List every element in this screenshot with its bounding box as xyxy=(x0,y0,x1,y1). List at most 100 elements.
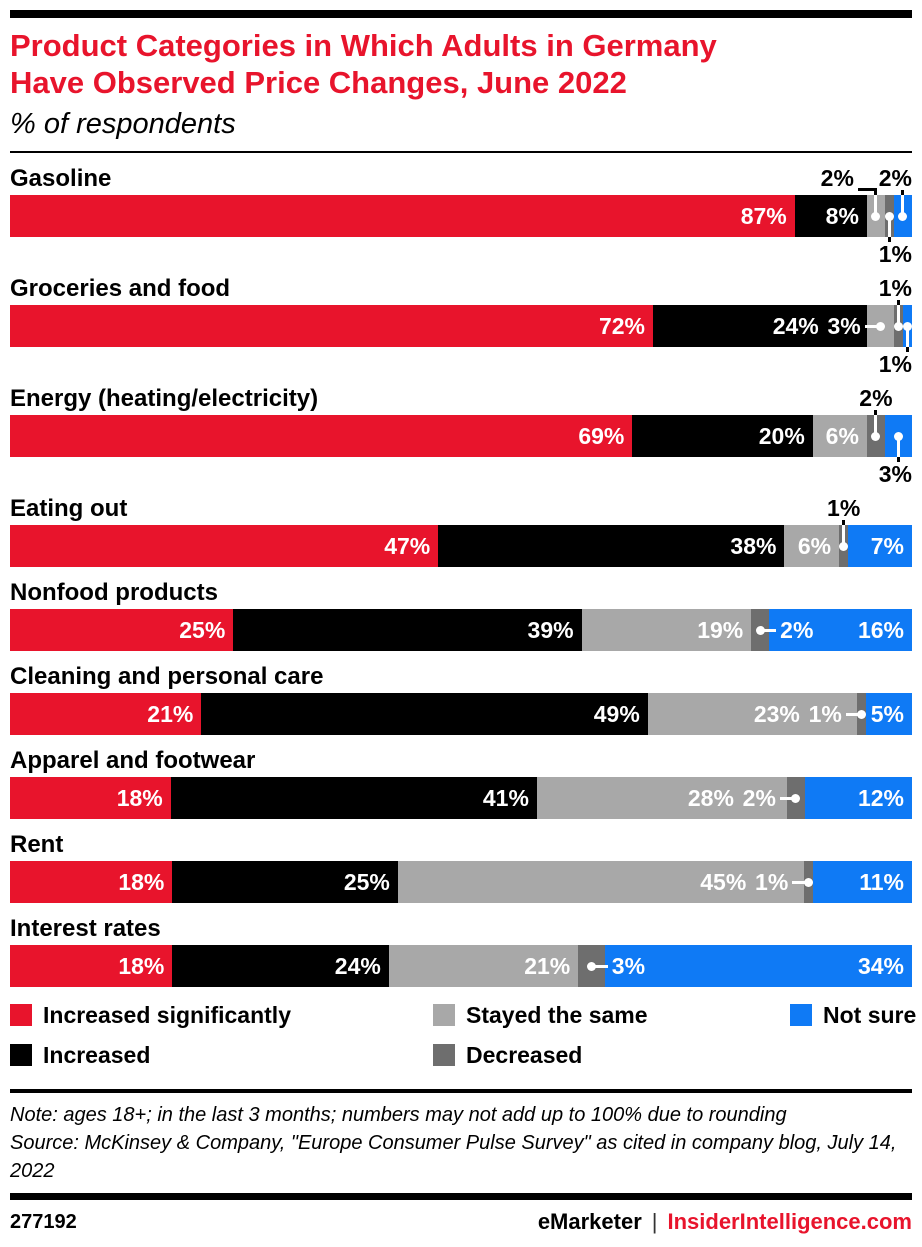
bar-segment-increased xyxy=(172,861,398,903)
chart-row: Interest rates 18% 24% 21% 3% 34% xyxy=(10,915,912,987)
value-label: 25% xyxy=(179,617,226,643)
value-label: 12% xyxy=(857,785,904,811)
value-label: 28% xyxy=(687,785,734,811)
callout-line xyxy=(874,410,878,415)
legend-item-increased: Increased xyxy=(10,1043,150,1067)
callout-line xyxy=(779,796,796,800)
category-label: Cleaning and personal care xyxy=(10,663,324,690)
legend-swatch xyxy=(10,1004,32,1026)
value-label: 2% xyxy=(742,785,776,811)
callout-line xyxy=(842,525,846,546)
brand-separator: | xyxy=(651,1209,658,1234)
legend-item-stayed-the-same: Stayed the same xyxy=(433,1003,648,1027)
chart-row: Nonfood products 25% 39% 19% 2% 16% xyxy=(10,579,912,651)
category-label: Groceries and food xyxy=(10,275,231,302)
footer-rule xyxy=(10,1193,912,1200)
top-rule xyxy=(10,10,912,18)
value-label: 38% xyxy=(730,533,777,559)
category-label: Rent xyxy=(10,831,64,858)
callout-line xyxy=(845,712,862,716)
callout-line xyxy=(897,305,901,326)
value-label: 41% xyxy=(482,785,529,811)
value-label: 3% xyxy=(611,953,646,979)
callout-line xyxy=(874,415,878,436)
callout-line xyxy=(901,195,905,216)
value-label: 6% xyxy=(797,533,832,559)
value-label: 21% xyxy=(524,953,571,979)
legend-swatch xyxy=(10,1044,32,1066)
bar-segment-increased-significantly xyxy=(10,777,171,819)
notes: Note: ages 18+; in the last 3 months; nu… xyxy=(10,1101,912,1185)
bar-segment-increased-significantly xyxy=(10,305,653,347)
chart-row: Rent 18% 25% 45% 1% 11% xyxy=(10,831,912,903)
callout-line xyxy=(874,188,878,195)
value-label: 34% xyxy=(857,953,904,979)
bar-segment-stayed-the-same xyxy=(581,609,752,651)
callout-label: 1% xyxy=(827,495,861,521)
bar-segment-increased xyxy=(794,195,867,237)
callout-line xyxy=(874,195,878,216)
callout-line xyxy=(897,300,901,305)
bar-segment-increased xyxy=(170,777,537,819)
bar-segment-increased xyxy=(632,415,813,457)
value-label: 19% xyxy=(697,617,744,643)
legend-label: Decreased xyxy=(466,1042,583,1068)
value-label: 5% xyxy=(870,701,904,727)
callout-dot xyxy=(755,625,765,635)
legend-item-not-sure: Not sure xyxy=(790,1003,916,1027)
bar-segment-not-sure xyxy=(866,693,912,735)
brand-emarketer: eMarketer xyxy=(537,1209,642,1234)
callout-line xyxy=(591,964,608,968)
legend-swatch xyxy=(433,1044,455,1066)
page-subtitle: % of respondents xyxy=(10,108,236,140)
value-label: 18% xyxy=(118,869,165,895)
value-label: 72% xyxy=(598,313,646,339)
callout-label: 3% xyxy=(878,461,912,487)
callout-line xyxy=(792,880,809,884)
category-label: Gasoline xyxy=(10,165,112,192)
bar-segment-stayed-the-same xyxy=(388,945,579,987)
bar-segment-increased xyxy=(233,609,582,651)
chart-row: Gasoline 87% 8% 2% 1% 2% xyxy=(10,165,912,269)
callout-label: 1% xyxy=(878,241,912,267)
callout-dot xyxy=(587,961,597,971)
page-title: Product Categories in Which Adults in Ge… xyxy=(10,27,912,101)
bar-segment-increased-significantly xyxy=(10,945,173,987)
value-label: 1% xyxy=(755,869,789,895)
value-label: 69% xyxy=(578,423,625,449)
bar-segment-increased xyxy=(653,305,868,347)
callout-label: 1% xyxy=(878,351,912,377)
value-label: 8% xyxy=(825,203,859,229)
value-label: 1% xyxy=(808,701,842,727)
footer: 277192 eMarketer | InsiderIntelligence.c… xyxy=(10,1209,912,1247)
bar-segment-increased-significantly xyxy=(10,861,173,903)
callout-dot xyxy=(871,211,881,221)
callout-line xyxy=(896,436,900,457)
brand-site: InsiderIntelligence.com xyxy=(667,1209,912,1234)
callout-line xyxy=(896,457,900,462)
callout-dot xyxy=(894,321,904,331)
value-label: 11% xyxy=(859,869,904,895)
callout-line xyxy=(887,216,891,237)
value-label: 6% xyxy=(825,423,859,449)
value-label: 49% xyxy=(593,701,640,727)
value-label: 25% xyxy=(343,869,390,895)
value-label: 24% xyxy=(772,313,819,339)
callout-label: 1% xyxy=(878,275,912,301)
notes-top-rule xyxy=(10,1089,912,1093)
callout-dot xyxy=(876,321,886,331)
value-label: 45% xyxy=(700,869,747,895)
value-label: 7% xyxy=(870,533,904,559)
chart-rows: Gasoline 87% 8% 2% 1% 2% Groceries and food 72%… xyxy=(10,165,913,987)
value-label: 47% xyxy=(384,533,431,559)
callout-dot xyxy=(893,431,903,441)
source-text: Source: McKinsey & Company, "Europe Cons… xyxy=(10,1132,897,1182)
callout-label: 2% xyxy=(820,165,854,191)
callout-line xyxy=(906,347,910,352)
callout-dot xyxy=(791,793,801,803)
value-label: 24% xyxy=(334,953,381,979)
category-label: Energy (heating/electricity) xyxy=(10,385,319,412)
legend-label: Increased significantly xyxy=(43,1002,291,1028)
callout-line xyxy=(901,190,905,195)
legend-item-decreased: Decreased xyxy=(433,1043,582,1067)
